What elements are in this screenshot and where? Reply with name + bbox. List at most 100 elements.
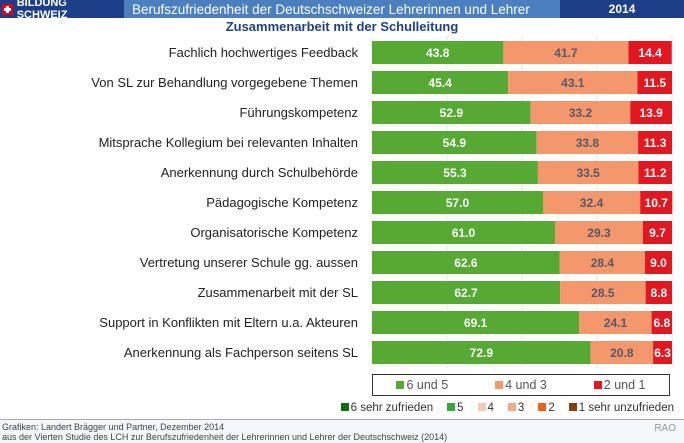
data-label: 28.4: [591, 256, 615, 270]
category-label: Zusammenarbeit mit der SL: [198, 285, 358, 300]
category-label: Anerkennung durch Schulbehörde: [161, 165, 358, 180]
data-label: 9.7: [649, 226, 666, 240]
legend-label: 4 und 3: [505, 378, 547, 392]
data-label: 54.9: [443, 136, 467, 150]
bar-segment: [372, 101, 531, 124]
data-label: 33.2: [569, 106, 593, 120]
data-label: 13.9: [639, 106, 663, 120]
bar-segment: [372, 281, 561, 304]
bar-segment: [640, 191, 673, 214]
bar-segment: [559, 251, 645, 274]
header-title: Berufszufriedenheit der Deutschschweizer…: [132, 1, 530, 17]
legend-swatch: [593, 381, 602, 389]
stacked-bar-chart: Fachlich hochwertiges Feedback 43.8 41.7 14…: [91, 36, 673, 368]
bar-segment: [638, 161, 672, 184]
legend-label: 5: [457, 402, 464, 414]
brand-label: BILDUNG SCHWEIZ: [16, 0, 68, 21]
category-label: Führungskompetenz: [239, 105, 358, 120]
legend-swatch: [477, 403, 486, 411]
legend-swatch: [396, 381, 405, 389]
legend-swatch: [340, 403, 349, 411]
data-label: 6.8: [653, 316, 670, 330]
data-label: 24.1: [604, 316, 628, 330]
data-label: 32.4: [580, 196, 604, 210]
bar-segment: [508, 71, 638, 94]
data-label: 41.7: [554, 46, 578, 60]
category-label: Fachlich hochwertiges Feedback: [169, 45, 359, 60]
data-label: 55.3: [443, 166, 467, 180]
legend-label: 6 und 5: [406, 378, 449, 392]
data-label: 33.5: [576, 166, 600, 180]
bar-segment: [645, 281, 672, 304]
data-label: 14.4: [638, 46, 662, 60]
data-label: 43.8: [426, 46, 450, 60]
data-label: 29.3: [587, 226, 611, 240]
bar-segment: [653, 341, 672, 364]
scale-legend-item: 4: [477, 402, 494, 414]
data-label: 72.9: [470, 346, 494, 360]
bar-segment: [530, 101, 631, 124]
category-label: Organisatorische Kompetenz: [190, 225, 358, 240]
swiss-cross-icon: [2, 3, 13, 15]
data-label: 61.0: [452, 226, 476, 240]
bar-segment: [579, 311, 652, 334]
bar-segment: [555, 221, 643, 244]
data-label: 8.8: [650, 286, 667, 300]
bar-segment: [537, 161, 639, 184]
scale-legend-item: 3: [507, 402, 524, 414]
scale-legend-item: 1 sehr unzufrieden: [568, 402, 674, 414]
data-label: 6.3: [654, 346, 671, 360]
bar-segment: [372, 41, 504, 64]
chart-legend: 6 und 5 4 und 3 2 und 1: [372, 374, 670, 396]
footer-source: Grafiken: Landert Brägger und Partner, D…: [2, 422, 225, 432]
legend-swatch: [495, 381, 504, 389]
data-label: 62.7: [454, 286, 478, 300]
bar-segment: [372, 311, 580, 334]
bar-segment: [372, 161, 538, 184]
bar-segment: [372, 131, 537, 154]
legend-label: 1 sehr unzufrieden: [578, 402, 674, 414]
scale-legend-item: 2: [538, 402, 555, 414]
category-label: Von SL zur Behandlung vorgegebene Themen: [91, 75, 358, 90]
data-label: 43.1: [561, 76, 585, 90]
data-label: 62.6: [454, 256, 478, 270]
legend-label: 6 sehr zufrieden: [350, 402, 434, 414]
data-label: 33.8: [576, 136, 600, 150]
bar-segment: [536, 131, 639, 154]
bar-segment: [560, 281, 646, 304]
data-label: 57.0: [446, 196, 470, 210]
brand: BILDUNG SCHWEIZ: [0, 0, 124, 21]
data-label: 45.4: [428, 76, 452, 90]
bar-segment: [628, 41, 672, 64]
header-year: 2014: [560, 0, 684, 18]
category-label: Vertretung unserer Schule gg. aussen: [140, 255, 358, 270]
bar-segment: [645, 251, 672, 274]
legend-swatch: [447, 403, 456, 411]
legend-label: 2 und 1: [603, 378, 646, 392]
data-label: 11.5: [643, 76, 666, 90]
legend-label: 2: [548, 402, 555, 414]
category-label: Anerkennung als Fachperson seitens SL: [124, 345, 358, 360]
bar-segment: [503, 41, 629, 64]
data-label: 20.8: [610, 346, 634, 360]
category-label: Pädagogische Kompetenz: [206, 195, 358, 210]
bar-segment: [630, 101, 672, 124]
bar-segment: [590, 341, 654, 364]
bar-segment: [372, 221, 555, 244]
data-label: 69.1: [464, 316, 488, 330]
bar-segment: [637, 71, 672, 94]
scale-legend-item: 5: [447, 402, 464, 414]
chart-title: Zusammenarbeit mit der Schulleitung: [225, 19, 459, 34]
legend-swatch: [568, 403, 577, 411]
bar-segment: [642, 221, 672, 244]
data-label: 11.3: [644, 136, 667, 150]
bar-segment: [372, 71, 509, 94]
legend-item: 4 und 3: [495, 378, 547, 392]
footer: Grafiken: Landert Brägger und Partner, D…: [0, 419, 684, 443]
header-bar: BILDUNG SCHWEIZ Berufszufriedenheit der …: [0, 0, 684, 21]
scale-legend: 6 sehr zufrieden 5 4 3 2 1 sehr unzufrieden: [340, 402, 674, 414]
legend-swatch: [538, 403, 547, 411]
data-label: 11.2: [644, 166, 667, 180]
bar-segment: [372, 191, 543, 214]
data-label: 10.7: [645, 196, 669, 210]
